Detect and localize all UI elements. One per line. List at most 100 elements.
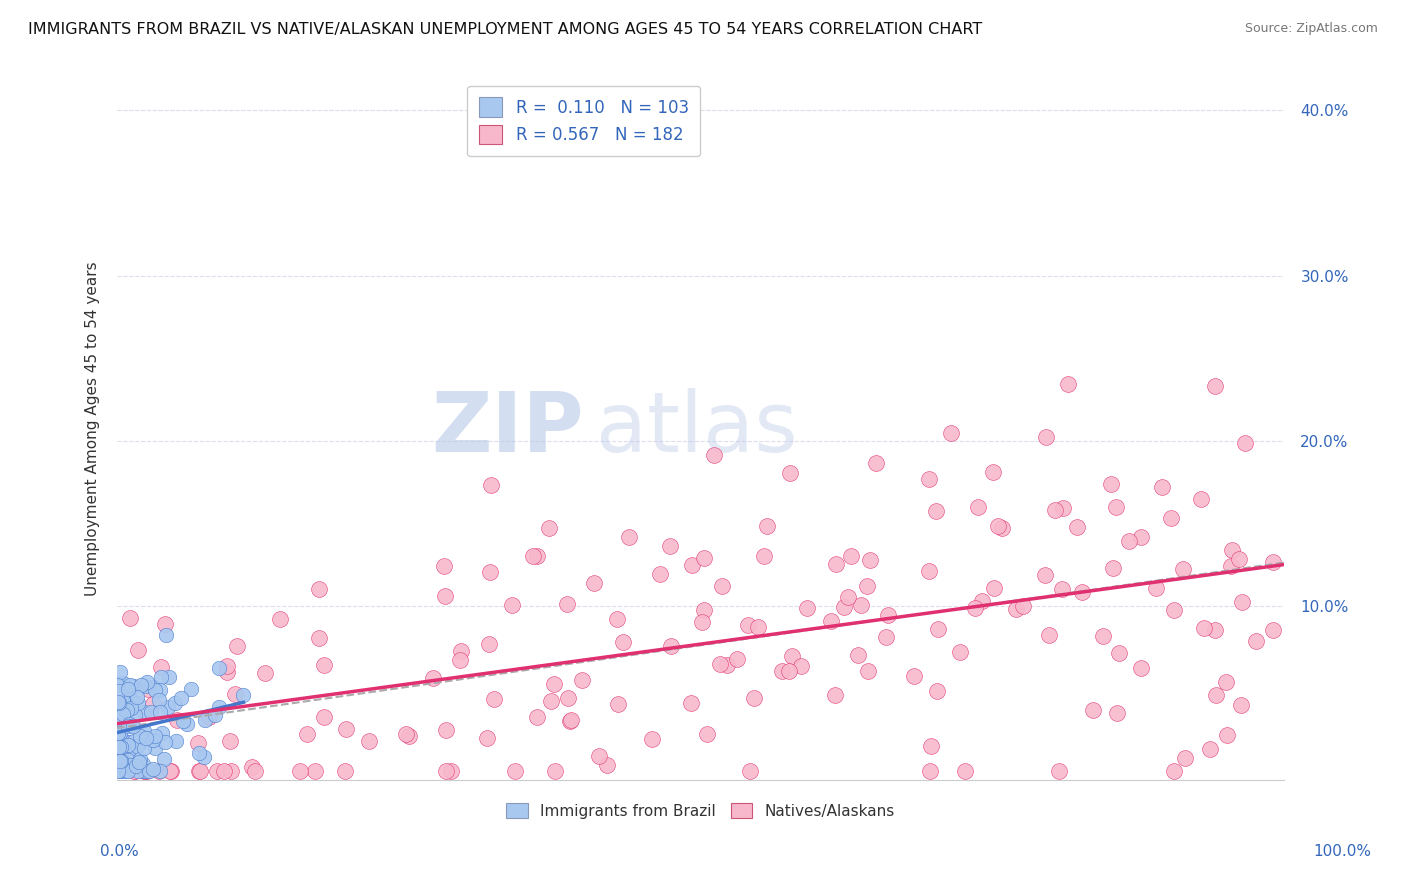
Point	[981, 465, 1004, 479]
Point	[127, 643, 149, 657]
Point	[270, 612, 292, 626]
Point	[112, 720, 135, 734]
Point	[1081, 704, 1104, 718]
Point	[433, 558, 456, 573]
Point	[1066, 519, 1088, 533]
Point	[1263, 623, 1285, 637]
Point	[1205, 688, 1227, 702]
Point	[117, 753, 139, 767]
Point	[143, 683, 166, 698]
Point	[132, 740, 155, 755]
Point	[820, 614, 842, 628]
Point	[120, 701, 142, 715]
Point	[111, 755, 134, 769]
Point	[288, 764, 311, 779]
Point	[1105, 706, 1128, 720]
Point	[434, 764, 457, 779]
Text: 0.0%: 0.0%	[100, 845, 139, 859]
Point	[1230, 594, 1253, 608]
Point	[540, 694, 562, 708]
Point	[526, 710, 548, 724]
Point	[778, 664, 800, 678]
Point	[1144, 581, 1167, 595]
Point	[163, 696, 186, 710]
Point	[1101, 561, 1123, 575]
Point	[135, 674, 157, 689]
Point	[333, 764, 356, 779]
Point	[117, 739, 139, 753]
Point	[918, 564, 941, 578]
Point	[544, 764, 567, 779]
Point	[308, 631, 330, 645]
Point	[1215, 728, 1237, 742]
Point	[115, 703, 138, 717]
Point	[115, 739, 138, 754]
Point	[1192, 621, 1215, 635]
Point	[588, 749, 610, 764]
Point	[124, 764, 146, 779]
Point	[111, 737, 134, 751]
Point	[135, 731, 157, 746]
Point	[132, 757, 155, 772]
Point	[526, 549, 548, 563]
Point	[927, 622, 949, 636]
Point	[422, 671, 444, 685]
Point	[681, 558, 703, 573]
Point	[434, 723, 457, 738]
Point	[1130, 661, 1153, 675]
Point	[1244, 633, 1267, 648]
Point	[110, 754, 132, 768]
Point	[1050, 582, 1073, 596]
Point	[619, 529, 641, 543]
Point	[136, 681, 159, 696]
Point	[716, 658, 738, 673]
Point	[107, 717, 129, 731]
Point	[478, 565, 501, 579]
Point	[150, 726, 173, 740]
Point	[903, 668, 925, 682]
Point	[395, 726, 418, 740]
Point	[176, 716, 198, 731]
Point	[314, 710, 336, 724]
Point	[1220, 543, 1243, 558]
Point	[560, 713, 582, 727]
Point	[134, 679, 156, 693]
Point	[1005, 602, 1028, 616]
Point	[117, 749, 139, 764]
Point	[124, 708, 146, 723]
Point	[115, 736, 138, 750]
Point	[875, 630, 897, 644]
Point	[153, 617, 176, 632]
Point	[118, 758, 141, 772]
Point	[157, 670, 180, 684]
Point	[1229, 698, 1251, 712]
Point	[538, 521, 561, 535]
Point	[742, 691, 765, 706]
Point	[188, 764, 211, 779]
Point	[224, 687, 246, 701]
Point	[571, 673, 593, 688]
Point	[127, 696, 149, 710]
Point	[876, 608, 898, 623]
Point	[128, 737, 150, 751]
Point	[142, 733, 165, 747]
Point	[143, 729, 166, 743]
Point	[114, 698, 136, 712]
Point	[118, 611, 141, 625]
Point	[110, 740, 132, 755]
Point	[197, 710, 219, 724]
Point	[149, 764, 172, 779]
Point	[110, 714, 132, 728]
Point	[752, 549, 775, 564]
Point	[1056, 376, 1078, 391]
Point	[925, 503, 948, 517]
Point	[117, 764, 139, 779]
Point	[832, 599, 855, 614]
Point	[503, 764, 526, 779]
Point	[1204, 379, 1226, 393]
Text: Source: ZipAtlas.com: Source: ZipAtlas.com	[1244, 22, 1378, 36]
Point	[1070, 584, 1092, 599]
Point	[110, 757, 132, 772]
Point	[125, 739, 148, 754]
Point	[925, 684, 948, 698]
